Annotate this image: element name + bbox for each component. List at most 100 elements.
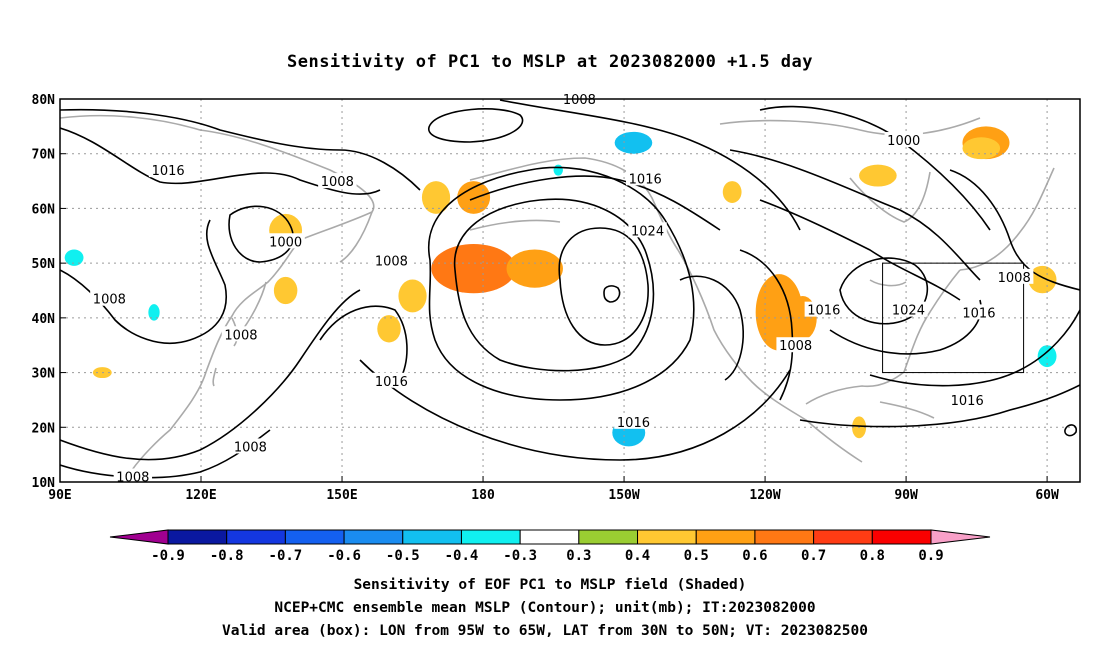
positive-sensitivity-patch	[962, 137, 1001, 160]
contour-label: 1000	[887, 134, 920, 149]
contour-1016-nw-us	[739, 249, 794, 401]
figure-title: Sensitivity of PC1 to MSLP at 2023082000…	[287, 52, 813, 72]
colorbar-segment	[637, 529, 697, 545]
contour-1016-subtropics	[359, 359, 791, 461]
coastline-gulf-of-mexico	[805, 371, 905, 405]
lat-tick-label: 40N	[32, 312, 56, 327]
lon-tick-label: 150W	[608, 488, 639, 503]
coastline-great-lakes	[869, 279, 907, 287]
contour-high-pacific-inner	[558, 227, 649, 346]
contour-1016-canada	[759, 199, 961, 301]
colorbar-segment	[695, 529, 756, 545]
colorbar-tick-label: -0.8	[210, 548, 244, 564]
contour-label: 1008	[375, 254, 408, 269]
contour-label: 1016	[375, 375, 408, 390]
map-frame	[59, 98, 1081, 483]
negative-sensitivity-patch	[1037, 345, 1057, 368]
colorbar-segment	[519, 529, 580, 545]
contour-label: 1008	[93, 293, 126, 308]
colorbar-tick-label: -0.5	[386, 548, 420, 564]
lon-tick-label: 120W	[749, 488, 780, 503]
colorbar-tick-label: -0.3	[503, 548, 537, 564]
contour-label-bg	[90, 290, 129, 306]
positive-sensitivity-patch	[457, 181, 491, 214]
colorbar-tick-label: 0.9	[918, 548, 943, 564]
contour-1008-gulf-alaska	[499, 99, 801, 231]
contour-label-bg	[628, 222, 667, 238]
contour-1008-siberia	[60, 108, 421, 191]
contour-label: 1016	[152, 164, 185, 179]
valid-area-box	[882, 262, 1025, 374]
colorbar-tick-label: 0.5	[684, 548, 709, 564]
colorbar-segment	[754, 529, 815, 545]
lat-tick-label: 50N	[32, 257, 56, 272]
map-background	[60, 99, 1080, 482]
coastline-kamchatka	[339, 211, 373, 263]
contour-label: 1008	[563, 93, 596, 108]
coastline-canada-east	[959, 167, 1055, 271]
contour-1008-coastal-trough	[679, 275, 744, 381]
coastline-aleutians	[469, 219, 561, 231]
contour-label: 1016	[807, 304, 840, 319]
colorbar-segment	[460, 529, 521, 545]
colorbar-tick-label: 0.6	[742, 548, 767, 564]
lon-tick-label: 90W	[894, 488, 918, 503]
contour-label-bg	[318, 173, 357, 189]
lat-tick-label: 30N	[32, 367, 56, 382]
contour-label: 1016	[617, 416, 650, 431]
colorbar-tick-label: 0.4	[625, 548, 650, 564]
colorbar-tick-label: -0.9	[151, 548, 185, 564]
negative-sensitivity-patch	[64, 249, 84, 266]
contour-label-bg	[994, 268, 1034, 284]
lon-tick-label: 60W	[1035, 488, 1059, 503]
positive-sensitivity-patch	[859, 164, 897, 187]
contour-1008-labrador	[949, 169, 1080, 291]
colorbar: -0.9 -0.8 -0.7 -0.6 -0.5 -0.4 -0.3 0.3 0.4 0.5 0.6…	[109, 529, 991, 564]
lon-tick-label: 180	[471, 488, 495, 503]
lat-tick-label: 60N	[32, 202, 56, 217]
caption-line-1: Sensitivity of EOF PC1 to MSLP field (Sh…	[354, 577, 747, 593]
contour-1000-japan-low	[228, 205, 294, 263]
colorbar-tick-label: -0.6	[327, 548, 361, 564]
contour-label: 1008	[998, 271, 1031, 286]
caption-line-2: NCEP+CMC ensemble mean MSLP (Contour); u…	[274, 600, 815, 616]
contour-1016-east-us	[829, 299, 982, 355]
coastline-cuba	[879, 401, 935, 419]
lat-tick-label: 10N	[32, 476, 56, 491]
colorbar-segment	[343, 529, 404, 545]
colorbar-tick-label: -0.7	[269, 548, 303, 564]
mslp-contours	[60, 99, 1080, 479]
negative-sensitivity-patch	[553, 164, 563, 176]
colorbar-tick-label: 0.7	[801, 548, 826, 564]
lat-tick-label: 80N	[32, 93, 56, 108]
contour-label-bg	[889, 301, 928, 317]
positive-sensitivity-patch	[755, 274, 803, 351]
contour-label-bg	[231, 438, 270, 454]
colorbar-left-triangle	[109, 529, 169, 545]
contour-label-bg	[148, 162, 188, 178]
positive-sensitivity-patch	[377, 315, 401, 343]
contour-1008-canada	[729, 149, 981, 281]
contour-labels: 1008 1000 1016 1008 1016 1024 1000 1008 1008 1008…	[90, 91, 1034, 486]
contour-label-bg	[614, 413, 653, 429]
contour-high-atlantic	[839, 257, 929, 325]
positive-sensitivity-patch	[421, 181, 451, 214]
lon-tick-label: 90E	[48, 488, 71, 503]
colorbar-segment	[226, 529, 286, 545]
positive-sensitivity-patch	[506, 249, 563, 288]
contour-label: 1024	[892, 304, 925, 319]
negative-sensitivity-patch	[614, 131, 653, 154]
contour-label: 1024	[631, 224, 664, 239]
contour-high-pacific-core	[603, 285, 621, 303]
negative-sensitivity-patch	[148, 304, 160, 321]
coastline-arctic-islands	[719, 117, 981, 136]
contour-1016-west-pacific	[319, 305, 408, 381]
contour-1016-alaska	[469, 175, 721, 231]
colorbar-tick-label: 0.8	[860, 548, 885, 564]
lon-tick-label: 150E	[326, 488, 357, 503]
contour-label-bg	[884, 132, 923, 148]
contour-label: 1016	[962, 306, 995, 321]
contour-label: 1008	[224, 328, 257, 343]
lat-tick-label: 70N	[32, 148, 56, 163]
